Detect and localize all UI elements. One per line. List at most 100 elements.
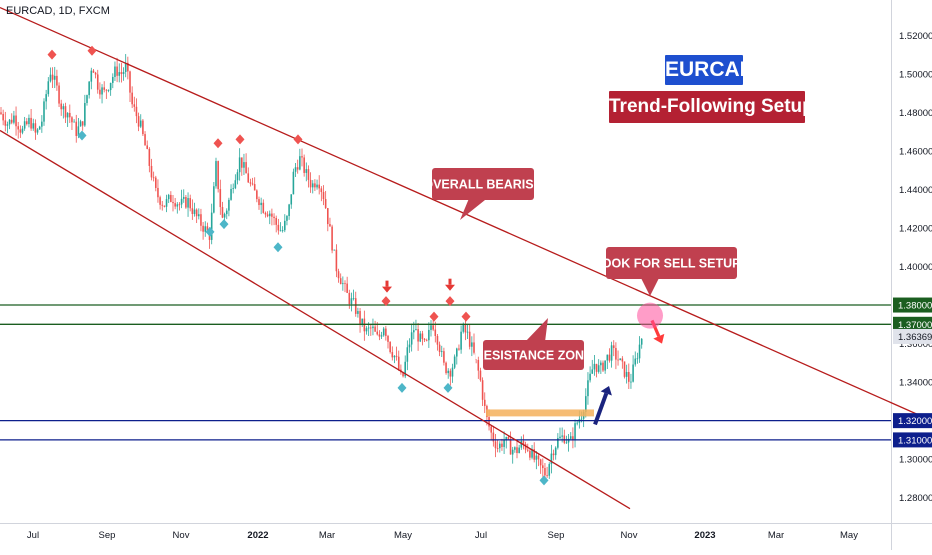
candle	[514, 447, 516, 450]
candle	[62, 106, 65, 110]
bullish-arrow-shaft	[593, 392, 609, 426]
candle	[260, 202, 262, 206]
candle	[378, 334, 381, 337]
candle	[337, 271, 340, 279]
candle	[107, 90, 110, 91]
candle	[284, 220, 286, 231]
candle	[206, 226, 209, 231]
candle	[142, 120, 144, 135]
candle	[425, 339, 428, 341]
candle	[333, 249, 336, 251]
candle	[45, 94, 47, 102]
time-tick-label: Jul	[27, 530, 39, 541]
time-tick-label: May	[840, 530, 858, 541]
swing-low-marker	[219, 219, 229, 230]
candle	[213, 186, 215, 213]
candle	[316, 184, 318, 188]
candle	[286, 216, 288, 221]
candle	[247, 173, 250, 183]
swing-high-marker	[213, 138, 223, 149]
candle	[139, 120, 142, 127]
swing-low-marker	[539, 475, 549, 486]
time-tick-label: 2022	[247, 530, 268, 541]
chart-title: EURCAD	[665, 55, 755, 85]
candle	[606, 354, 609, 361]
candle	[640, 338, 643, 345]
candle	[241, 157, 243, 168]
time-tick-label: Jul	[475, 530, 487, 541]
candle	[516, 447, 518, 454]
candle	[344, 283, 346, 285]
candle	[176, 204, 179, 207]
candle	[406, 347, 409, 362]
candle	[415, 329, 417, 331]
candle	[38, 126, 41, 130]
candle	[230, 188, 232, 200]
resistance-zone-callout-label: RESISTANCE ZONE	[475, 349, 593, 363]
candle	[473, 342, 475, 353]
candle	[236, 172, 239, 181]
candle	[335, 249, 338, 272]
price-tick-label: 1.52000	[899, 31, 932, 42]
time-tick-label: May	[394, 530, 412, 541]
candle	[518, 447, 520, 454]
look-for-sell-callout-pointer	[640, 276, 660, 296]
candle	[572, 436, 574, 440]
time-tick-label: Mar	[768, 530, 784, 541]
candle	[496, 448, 499, 449]
candle	[10, 119, 13, 123]
down-arrow-shaft	[385, 280, 389, 287]
candle	[524, 444, 527, 450]
level-1.31000-badge	[893, 432, 932, 448]
price-tick-label: 1.40000	[899, 262, 932, 273]
candle	[256, 190, 258, 200]
candle	[557, 438, 559, 448]
candle	[101, 87, 103, 95]
candle	[159, 197, 161, 205]
candle	[520, 441, 523, 448]
price-tick-label: 1.30000	[899, 455, 932, 466]
resistance-zone-callout-pointer	[525, 318, 548, 342]
candle	[103, 87, 105, 90]
candle	[264, 212, 267, 215]
candle	[84, 102, 86, 126]
bearish-arrow-icon	[653, 333, 665, 344]
candle	[318, 184, 320, 189]
candle	[69, 112, 71, 118]
price-axis[interactable]: 1.28000 1.30000 1.32000 1.34000 1.36000 1.380…	[893, 31, 932, 504]
candle	[460, 331, 462, 350]
candle	[251, 183, 254, 185]
candle	[309, 179, 312, 188]
candle	[569, 436, 572, 439]
price-tick-label: 1.28000	[899, 493, 932, 504]
candle	[471, 342, 473, 347]
candle	[505, 436, 508, 441]
candle	[322, 192, 325, 200]
candle	[494, 441, 497, 449]
candle	[258, 199, 260, 206]
zone-layer	[486, 409, 594, 417]
candle	[634, 358, 637, 365]
candle	[638, 344, 641, 359]
candle	[410, 332, 413, 345]
candle	[238, 157, 241, 173]
candle	[243, 162, 245, 168]
candle	[550, 453, 553, 465]
swing-low-marker	[205, 226, 215, 237]
candle	[623, 361, 626, 377]
candle	[215, 161, 217, 187]
candle	[88, 81, 90, 96]
candle	[554, 447, 557, 456]
candle	[397, 356, 400, 370]
candle	[352, 298, 355, 300]
time-axis[interactable]: Jul Sep Nov 2022 Mar May Jul Sep Nov 2023 Mar May	[27, 530, 858, 541]
resistance-zone-callout-box	[483, 340, 584, 370]
candle	[408, 344, 411, 348]
resistance-zone-band	[486, 409, 594, 417]
candle	[221, 207, 224, 218]
overall-bearish-callout-pointer	[460, 196, 490, 220]
trendline-2[interactable]	[0, 129, 631, 510]
candle	[509, 439, 512, 455]
